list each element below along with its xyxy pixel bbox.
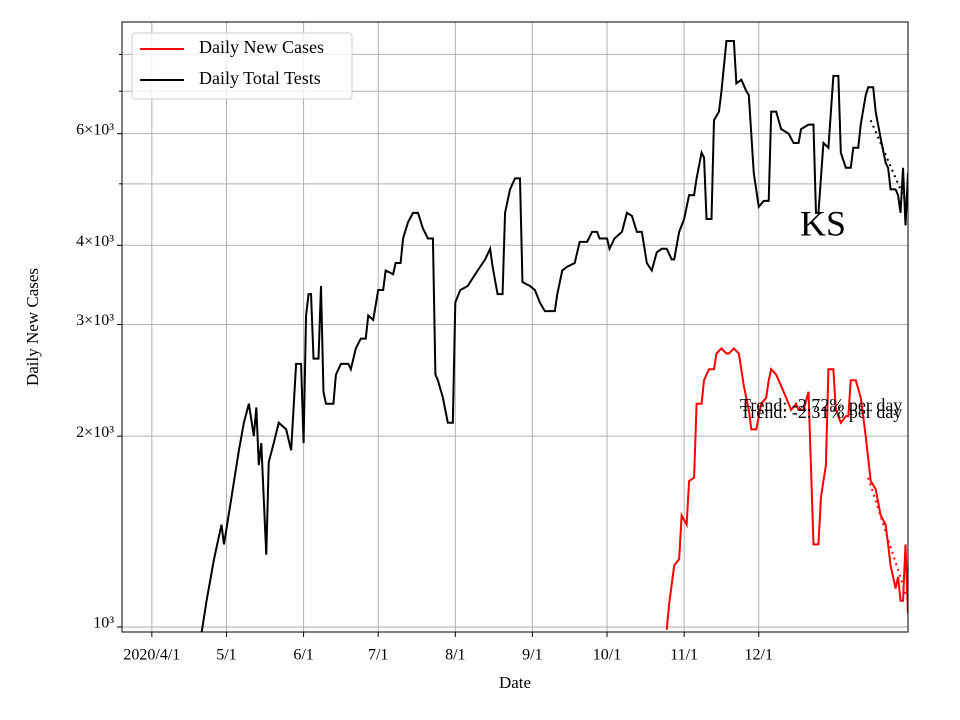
x-tick-label: 6/1	[293, 647, 313, 664]
x-tick-label: 12/1	[745, 647, 773, 664]
trend-annotation: Trend: -2.72% per day	[740, 395, 902, 415]
y-tick-label: 4×10³	[76, 233, 114, 250]
legend-box	[131, 32, 353, 100]
y-axis-label: Daily New Cases	[23, 268, 42, 386]
y-tick-label: 2×10³	[76, 424, 114, 441]
plot-frame	[121, 21, 909, 633]
y-tick-label: 6×10³	[76, 121, 114, 138]
trend-annotation: Trend: -2.31% per day	[740, 402, 902, 422]
x-tick-label: 7/1	[368, 647, 388, 664]
x-axis-label: Date	[499, 673, 531, 692]
legend-label: Daily New Cases	[199, 37, 324, 57]
y-tick-label: 3×10³	[76, 312, 114, 329]
y-tick-label: 10³	[93, 615, 114, 632]
trend-line	[869, 119, 908, 208]
legend-label: Daily Total Tests	[199, 68, 321, 88]
series-line	[665, 347, 908, 630]
x-tick-label: 5/1	[216, 647, 236, 664]
series-line	[200, 40, 908, 632]
x-tick-label: 8/1	[445, 647, 465, 664]
x-tick-label: 9/1	[522, 647, 542, 664]
x-tick-label: 10/1	[593, 647, 621, 664]
state-label: KS	[800, 203, 846, 243]
x-tick-label: 11/1	[670, 647, 698, 664]
x-tick-label: 2020/4/1	[123, 647, 180, 664]
plot-lines	[200, 40, 908, 632]
